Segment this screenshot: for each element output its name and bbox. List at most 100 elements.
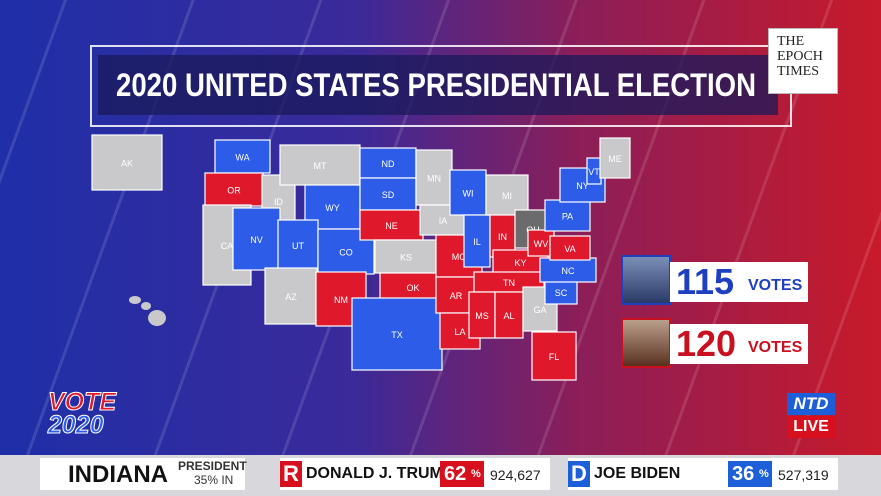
vote-total: 527,319: [778, 467, 829, 483]
pct: 36: [732, 463, 755, 485]
pct-sign: %: [759, 468, 769, 480]
vote-unit: VOTES: [748, 277, 803, 294]
state-label: MN: [427, 174, 441, 184]
state-label: MO: [452, 252, 467, 262]
state-label: NC: [562, 266, 575, 276]
state: [214, 139, 271, 174]
state-label: ID: [274, 197, 284, 207]
state-label: WV: [534, 239, 549, 249]
state: [277, 219, 319, 271]
state: [463, 214, 491, 268]
state-label: ND: [382, 159, 395, 169]
state-label: GA: [533, 305, 546, 315]
vote-count: 120: [676, 323, 737, 364]
state: [599, 137, 631, 179]
state-label: NV: [250, 235, 263, 245]
logo-line: EPOCH: [777, 49, 823, 64]
state-label: AL: [503, 311, 514, 321]
hawaii: [129, 296, 166, 326]
us-map: AK WA OR CA ID MT WY NV UT CO AZ NM ND SD NE KS OK TX MN IA…: [91, 134, 631, 381]
state-label: KS: [400, 253, 412, 263]
state-label: ME: [608, 154, 622, 164]
state-label: IL: [473, 237, 481, 247]
state: [351, 297, 443, 371]
pct-box: 62%: [440, 461, 484, 487]
live-badge: LIVE: [787, 416, 835, 438]
candidate-name: JOE BIDEN: [594, 465, 681, 482]
state-label: FL: [549, 352, 560, 362]
state-label: TN: [503, 278, 515, 288]
state-label: TX: [391, 330, 403, 340]
state: [494, 291, 524, 339]
state-label: MI: [502, 191, 512, 201]
state: [232, 207, 281, 271]
state-label: KY: [514, 258, 526, 268]
state: [379, 272, 447, 302]
trump-photo: [621, 318, 671, 368]
state: [531, 331, 577, 381]
biden-photo: [621, 255, 671, 305]
title-bg: [98, 55, 778, 115]
logo-line: TIMES: [777, 64, 819, 79]
vote-total: 924,627: [490, 467, 541, 483]
state-label: OR: [227, 186, 241, 196]
state-label: WI: [463, 189, 474, 199]
state-label: OK: [406, 283, 419, 293]
state: [359, 177, 417, 211]
state-label: WY: [325, 203, 340, 213]
state-label: AK: [121, 159, 133, 169]
state-label: NE: [385, 221, 398, 231]
state-label: UT: [292, 241, 304, 251]
state: [91, 134, 163, 191]
party-badge: R: [280, 461, 302, 487]
state-label: LA: [454, 327, 465, 337]
state: [544, 279, 578, 305]
state-label: AR: [450, 291, 463, 301]
vote-unit: VOTES: [748, 339, 803, 356]
state: [359, 209, 424, 241]
ticker-candidate: R DONALD J. TRUMP 62% 924,627: [280, 458, 550, 490]
state-label: NM: [334, 295, 348, 305]
pct-sign: %: [471, 468, 481, 480]
pct-box: 36%: [728, 461, 772, 487]
ticker-race: PRESIDENT: [178, 459, 247, 473]
ticker-state-box: [40, 458, 245, 490]
state: [549, 235, 591, 261]
state: [204, 172, 264, 207]
ticker-state: INDIANA: [68, 461, 168, 488]
state: [539, 257, 597, 283]
vote-logo: VOTE: [47, 388, 117, 416]
title: 2020 UNITED STATES PRESIDENTIAL ELECTION: [116, 67, 756, 103]
party-badge: D: [568, 461, 590, 487]
logo-line: THE: [777, 34, 805, 49]
state-label: AZ: [285, 292, 297, 302]
state-label: IA: [439, 216, 448, 226]
ticker-candidate: D JOE BIDEN 36% 527,319: [568, 458, 838, 490]
vote-box: 115 VOTES: [670, 262, 808, 302]
state: [359, 147, 417, 179]
state-label: MS: [475, 311, 489, 321]
vote-box: 120 VOTES: [670, 324, 808, 364]
state-label: IN: [498, 232, 507, 242]
network-logo: NTD: [787, 393, 835, 415]
state-label: NY: [576, 181, 589, 191]
state-label: VA: [564, 244, 575, 254]
logo: THE EPOCH TIMES: [768, 28, 838, 94]
ticker-reporting: 35% IN: [194, 473, 234, 487]
state: [264, 267, 318, 325]
state-label: SC: [555, 288, 568, 298]
state-label: CO: [339, 248, 353, 258]
candidate-name: DONALD J. TRUMP: [306, 465, 454, 482]
title-banner: 2020 UNITED STATES PRESIDENTIAL ELECTION: [98, 55, 778, 115]
state: [415, 149, 453, 206]
state-label: WA: [235, 153, 249, 163]
state-label: VT: [588, 167, 600, 177]
state-label: CA: [221, 241, 234, 251]
pct: 62: [444, 463, 467, 485]
state-label: MT: [314, 161, 327, 171]
state-label: PA: [562, 212, 573, 222]
state-label: SD: [382, 190, 395, 200]
vote-count: 115: [676, 261, 735, 302]
vote-year: 2020: [48, 411, 105, 439]
